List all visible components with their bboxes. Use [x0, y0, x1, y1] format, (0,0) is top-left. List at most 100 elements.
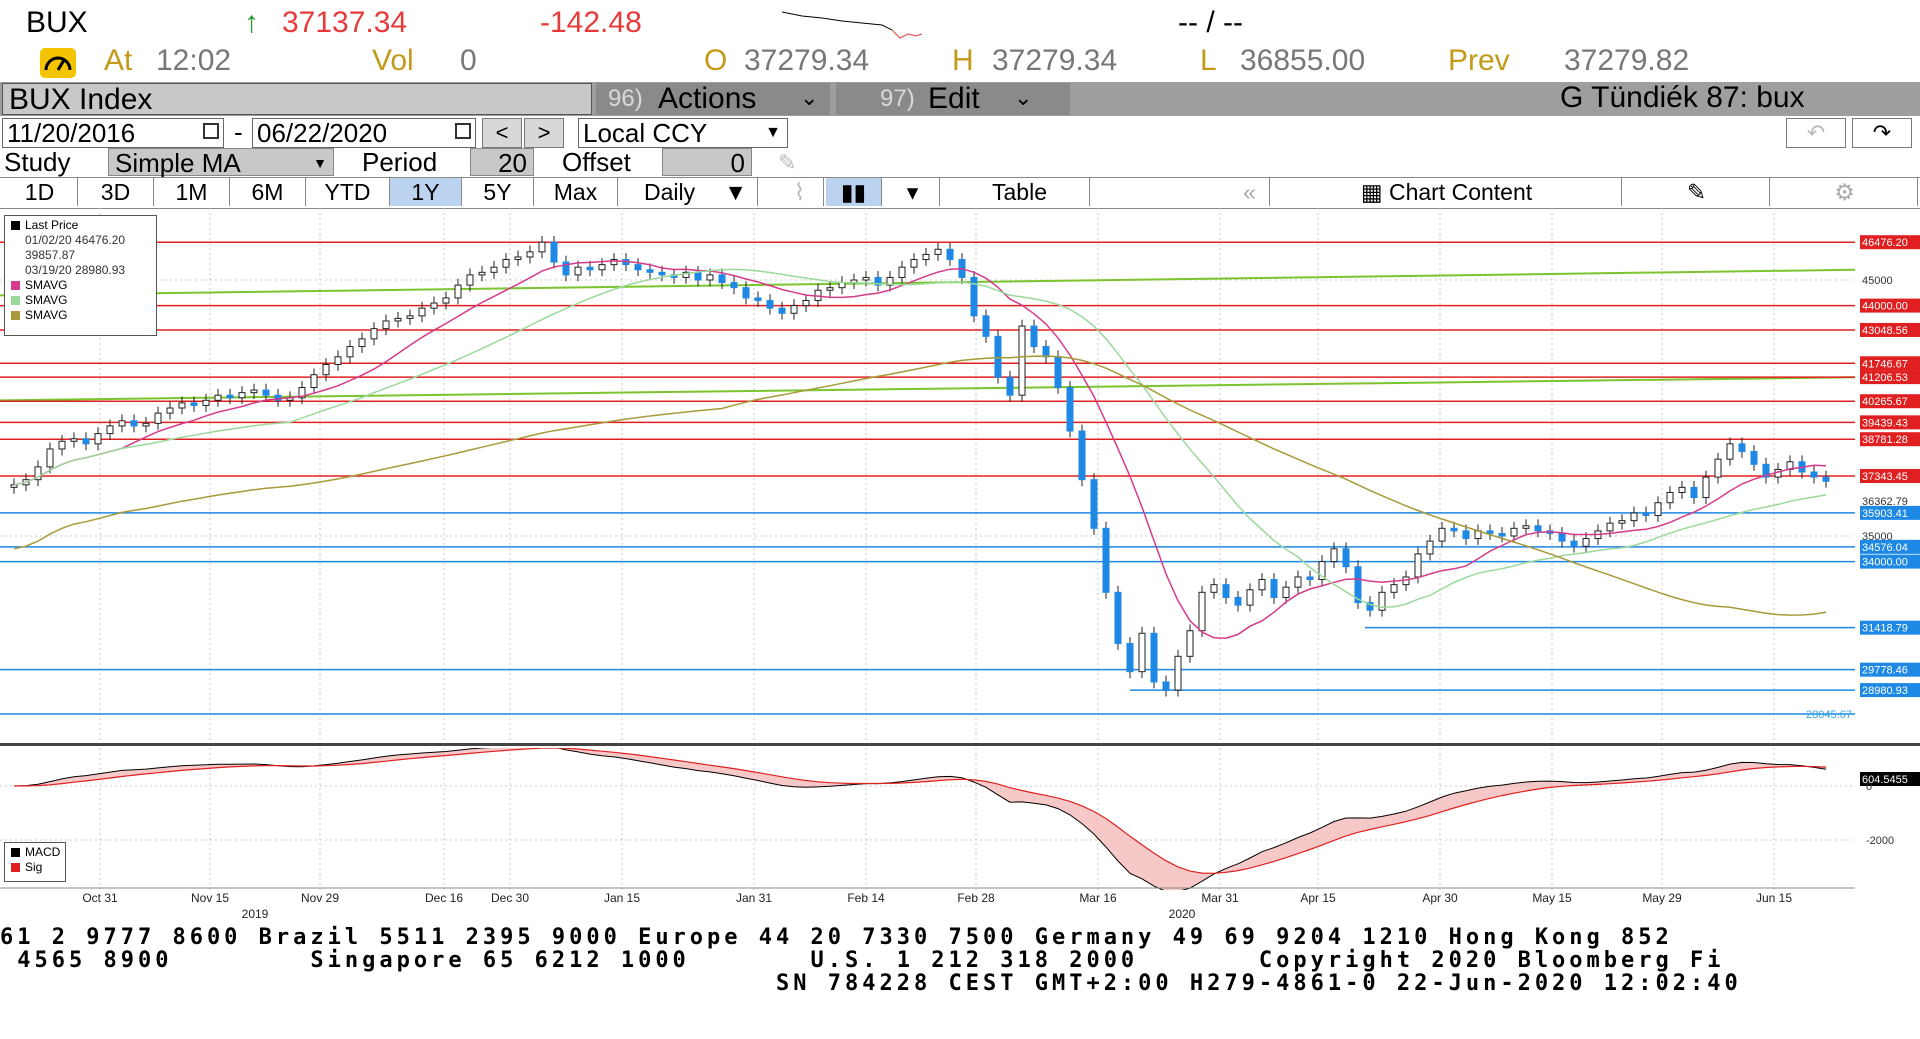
- trend-line: [0, 268, 1856, 297]
- candle-chart-icon[interactable]: ▮▮: [826, 178, 882, 206]
- redo-button[interactable]: ↷: [1852, 118, 1912, 148]
- currency-select[interactable]: Local CCY ▼: [578, 118, 788, 148]
- period-tab-3d[interactable]: 3D: [78, 178, 154, 206]
- vol-label: Vol: [372, 44, 414, 77]
- study-select[interactable]: Simple MA ▼: [108, 148, 334, 177]
- legend-macd: MACD: [9, 845, 61, 860]
- security-name: BUX Index: [9, 83, 153, 116]
- period-tab-max[interactable]: Max: [534, 178, 618, 206]
- candle-body: [790, 305, 798, 314]
- undo-button[interactable]: ↶: [1786, 118, 1846, 148]
- gear-icon[interactable]: ⚙: [1772, 178, 1918, 206]
- period-tab-ytd[interactable]: YTD: [306, 178, 390, 206]
- macd-fill: [14, 748, 1826, 890]
- candle-body: [754, 297, 762, 301]
- chevron-down-icon: ⌄: [800, 85, 819, 110]
- period-tab-6m[interactable]: 6M: [230, 178, 306, 206]
- candle-body: [1246, 589, 1254, 606]
- legend-ma20: SMAVG: [9, 278, 152, 293]
- period-tab-1y[interactable]: 1Y: [390, 178, 462, 206]
- candle-body: [694, 271, 702, 281]
- annotate-icon[interactable]: ✎: [1624, 178, 1770, 206]
- candle-body: [1666, 491, 1674, 504]
- candle-body: [1126, 643, 1134, 673]
- period-tab-1d[interactable]: 1D: [2, 178, 78, 206]
- chart-content-button[interactable]: ▦ Chart Content: [1272, 178, 1622, 206]
- candle-body: [1318, 561, 1326, 581]
- period-field[interactable]: 20: [470, 148, 534, 177]
- ticker: BUX: [26, 6, 88, 39]
- speedometer-icon[interactable]: [40, 48, 76, 78]
- candle-body: [1054, 356, 1062, 389]
- high-label: H: [952, 44, 974, 77]
- candle-body: [214, 394, 222, 401]
- contact-line-1: 61 2 9777 8600 Brazil 5511 2395 9000 Eur…: [0, 925, 1673, 950]
- candle-body: [1330, 548, 1338, 563]
- legend-low: 03/19/20 28980.93: [25, 263, 126, 277]
- axis-label-box: [1860, 505, 1920, 520]
- candle-body: [1078, 430, 1086, 481]
- candle-body: [1522, 525, 1530, 529]
- price-chart[interactable]: 46476.20 45000 44000.00 43048.56 41746.67 412…: [0, 208, 1920, 746]
- candle-body: [298, 387, 306, 399]
- at-label: At: [104, 44, 133, 77]
- low-value: 36855.00: [1240, 44, 1366, 77]
- collapse-icon[interactable]: «: [1230, 178, 1270, 206]
- candle-body: [82, 438, 90, 445]
- macd-legend: MACD Sig: [4, 842, 66, 882]
- line-chart-icon[interactable]: ⌇: [776, 178, 824, 206]
- actions-menu[interactable]: 96) Actions ⌄: [596, 82, 830, 115]
- prev-range-button[interactable]: <: [482, 118, 522, 148]
- end-date-field[interactable]: 06/22/2020: [252, 118, 476, 148]
- candle-body: [562, 261, 570, 276]
- frequency-select[interactable]: Daily ▼: [630, 178, 758, 206]
- candle-body: [586, 266, 594, 271]
- security-field[interactable]: BUX Index: [2, 83, 592, 116]
- candle-body: [250, 389, 258, 394]
- axis-label-box: [1860, 683, 1920, 698]
- start-date: 11/20/2016: [7, 118, 136, 148]
- candle-body: [1630, 512, 1638, 522]
- candle-body: [1174, 655, 1182, 691]
- chart-type-dropdown[interactable]: ▾: [886, 178, 940, 206]
- edit-menu[interactable]: 97) Edit ⌄: [836, 82, 1070, 115]
- start-date-field[interactable]: 11/20/2016: [2, 118, 224, 148]
- period-tab-5y[interactable]: 5Y: [462, 178, 534, 206]
- candle-body: [430, 302, 438, 309]
- candle-body: [1426, 540, 1434, 555]
- edit-label: Edit: [928, 82, 980, 115]
- dropdown-arrow-icon: ▼: [724, 179, 747, 205]
- candle-body: [1018, 325, 1026, 396]
- candle-body: [514, 256, 522, 261]
- x-tick-label: May 15: [1532, 891, 1572, 905]
- candle-body: [574, 266, 582, 276]
- offset-field[interactable]: 0: [662, 148, 752, 177]
- candle-body: [334, 356, 342, 365]
- candle-body: [1738, 443, 1746, 453]
- table-button[interactable]: Table: [950, 178, 1090, 206]
- pen-icon[interactable]: ✎: [778, 150, 797, 175]
- axis-label-box: [1860, 539, 1920, 554]
- year-label: 2020: [1169, 907, 1196, 921]
- candle-body: [1366, 602, 1374, 611]
- ma50-line: [13, 268, 1827, 608]
- candle-body: [1006, 376, 1014, 396]
- axis-label-box: [1860, 772, 1920, 786]
- macd-axis-label: -2000: [1866, 835, 1894, 847]
- dropdown-arrow-icon: ▼: [765, 124, 781, 141]
- price-axis-label: 45000: [1862, 275, 1893, 287]
- calendar-icon[interactable]: [203, 123, 219, 139]
- x-tick-label: Mar 31: [1201, 891, 1239, 905]
- calendar-icon[interactable]: [455, 123, 471, 139]
- period-tab-1m[interactable]: 1M: [154, 178, 230, 206]
- candle-body: [922, 253, 930, 261]
- chevron-down-icon: ⌄: [1014, 85, 1033, 110]
- candle-body: [646, 269, 654, 273]
- macd-axis-label: 0: [1866, 781, 1872, 793]
- open-value: 37279.34: [744, 44, 870, 77]
- candle-body: [502, 259, 510, 268]
- candle-body: [1030, 325, 1038, 348]
- candle-body: [418, 307, 426, 317]
- next-range-button[interactable]: >: [524, 118, 564, 148]
